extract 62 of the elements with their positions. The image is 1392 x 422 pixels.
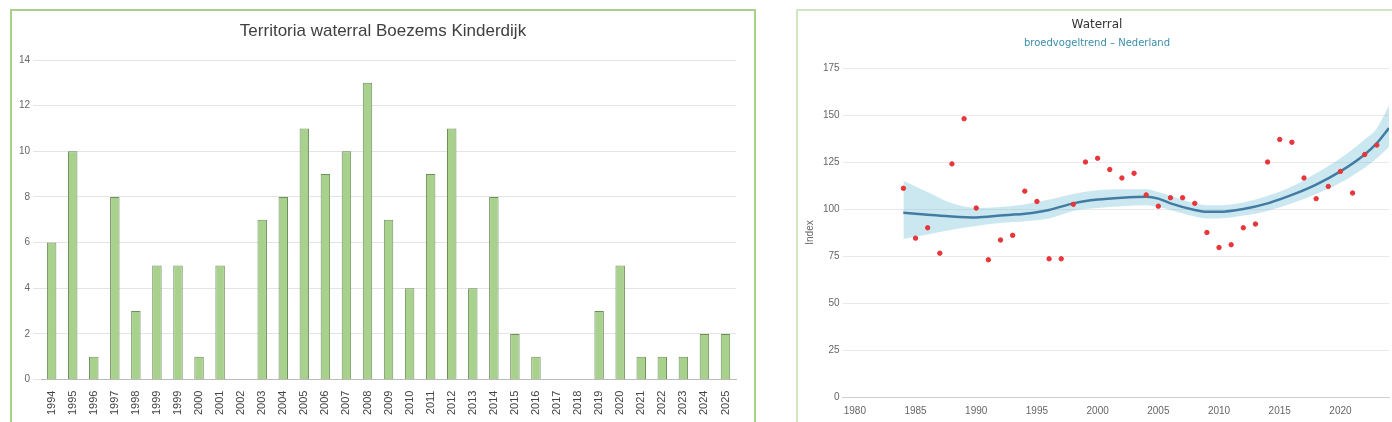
y-tick-label: 10 <box>19 145 31 157</box>
x-tick-label: 1997 <box>107 390 120 416</box>
x-tick-label: 2001 <box>213 390 226 416</box>
x-tick-label: 2004 <box>276 390 289 416</box>
chart-title: Territoria waterral Boezems Kinderdijk <box>238 21 528 41</box>
x-tick-label: 2018 <box>571 390 584 416</box>
x-tick-label: 2006 <box>318 390 331 416</box>
x-tick-label: 1995 <box>65 390 78 416</box>
y-tick-label: 4 <box>24 281 31 293</box>
x-tick-label: 2019 <box>592 390 605 416</box>
x-tick-label: 2011 <box>423 390 436 415</box>
x-tick-label: 1999 <box>171 390 184 416</box>
y-tick-label: 12 <box>19 99 31 111</box>
y-tick-label: 0 <box>24 373 31 385</box>
y-tick-label: 175 <box>823 61 841 73</box>
x-tick-label: 1990 <box>965 404 988 416</box>
y-tick-label: 125 <box>823 155 841 167</box>
y-tick-label: 0 <box>834 390 841 402</box>
chart-subtitle: broedvogeltrend – Nederland <box>1023 37 1171 48</box>
y-tick-label: 14 <box>19 53 31 65</box>
x-tick-label: 2003 <box>255 390 268 416</box>
x-tick-label: 1998 <box>128 390 141 416</box>
y-tick-label: 2 <box>24 327 31 339</box>
x-tick-label: 2025 <box>718 390 731 416</box>
x-tick-label: 2023 <box>676 390 689 416</box>
x-tick-label: 2010 <box>1207 404 1231 416</box>
x-tick-label: 2020 <box>1329 404 1352 416</box>
x-tick-label: 2008 <box>360 390 373 416</box>
x-tick-label: 2020 <box>613 390 626 416</box>
x-tick-label: 2021 <box>634 390 647 416</box>
x-tick-label: 2000 <box>192 390 205 416</box>
x-tick-label: 2010 <box>402 390 415 416</box>
x-tick-label: 2024 <box>697 390 710 416</box>
x-tick-label: 2017 <box>550 390 563 416</box>
y-tick-label: 25 <box>828 343 841 355</box>
x-tick-label: 1994 <box>44 390 57 416</box>
x-tick-label: 2007 <box>339 390 352 416</box>
y-tick-label: 50 <box>828 296 841 308</box>
y-tick-label: 100 <box>823 202 841 214</box>
x-tick-label: 2012 <box>444 390 457 416</box>
x-tick-label: 2015 <box>507 390 520 416</box>
chart-title: Waterral <box>1070 17 1124 31</box>
y-tick-label: 8 <box>24 190 31 202</box>
x-tick-label: 1980 <box>843 404 867 416</box>
x-tick-label: 2013 <box>465 390 478 416</box>
x-tick-label: 2005 <box>297 390 310 416</box>
x-tick-label: 2016 <box>528 390 541 416</box>
x-tick-label: 2015 <box>1268 404 1292 416</box>
y-tick-label: 75 <box>828 249 841 261</box>
x-tick-label: 1985 <box>904 404 928 416</box>
x-tick-label: 1995 <box>1025 404 1049 416</box>
x-tick-label: 2022 <box>655 390 668 416</box>
y-tick-label: 150 <box>823 108 841 120</box>
x-tick-label: 2009 <box>381 390 394 416</box>
y-tick-label: 6 <box>24 236 31 248</box>
x-tick-label: 2014 <box>486 390 499 416</box>
x-tick-label: 2005 <box>1147 404 1170 416</box>
x-tick-label: 1996 <box>86 390 99 416</box>
x-tick-label: 2000 <box>1086 404 1110 416</box>
x-tick-label: 2002 <box>234 390 247 416</box>
x-tick-label: 1999 <box>149 390 162 416</box>
y-axis-title: Index <box>803 220 815 245</box>
